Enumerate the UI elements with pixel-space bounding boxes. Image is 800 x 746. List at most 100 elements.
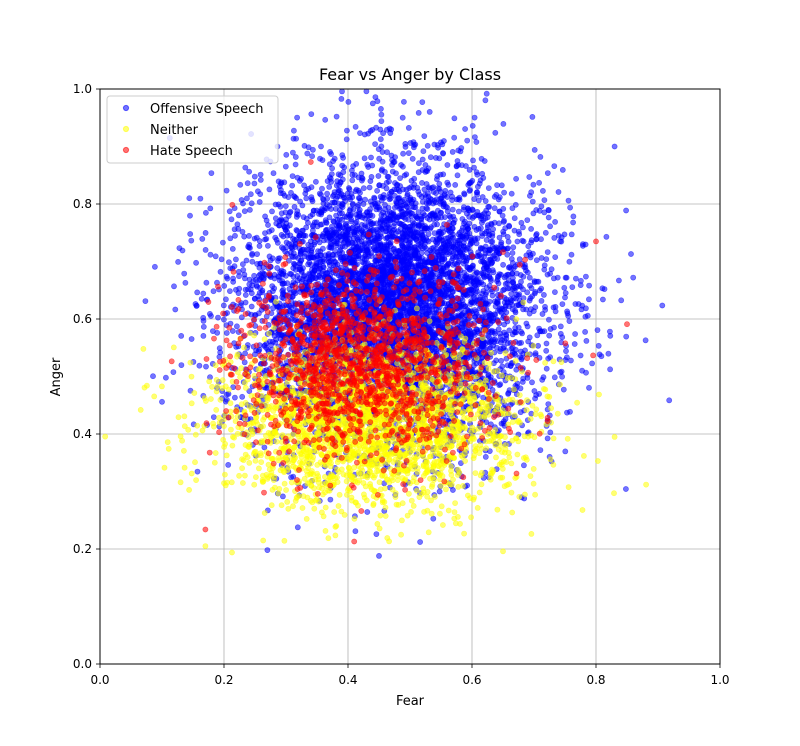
scatter-point — [309, 211, 316, 218]
scatter-point — [326, 183, 333, 190]
scatter-point — [202, 229, 209, 236]
scatter-point — [569, 284, 576, 290]
scatter-point — [251, 180, 258, 187]
scatter-point — [589, 360, 595, 367]
scatter-point — [444, 162, 451, 168]
scatter-point — [520, 224, 526, 231]
scatter-point — [474, 171, 481, 178]
scatter-point — [483, 264, 490, 270]
scatter-point — [528, 237, 535, 244]
scatter-point — [418, 193, 425, 200]
scatter-point — [449, 288, 456, 295]
scatter-point — [623, 333, 630, 340]
scatter-point — [286, 240, 292, 247]
scatter-point — [225, 259, 232, 266]
scatter-point — [229, 328, 236, 334]
scatter-point — [198, 295, 205, 302]
scatter-point — [516, 231, 523, 238]
scatter-point — [248, 290, 255, 297]
scatter-point — [312, 178, 319, 185]
scatter-point — [525, 243, 532, 250]
scatter-point — [188, 237, 195, 244]
scatter-point — [170, 369, 177, 375]
scatter-point — [573, 275, 579, 282]
scatter-point — [349, 177, 356, 184]
scatter-point — [290, 127, 297, 134]
scatter-point — [223, 187, 230, 194]
scatter-point — [566, 318, 573, 324]
scatter-point — [383, 185, 390, 192]
scatter-point — [194, 468, 201, 475]
scatter-point — [570, 213, 577, 220]
scatter-point — [301, 182, 307, 189]
scatter-point — [215, 314, 221, 321]
scatter-point — [193, 259, 199, 266]
scatter-point — [586, 296, 592, 303]
scatter-point — [521, 462, 527, 469]
scatter-point — [500, 121, 507, 127]
scatter-point — [409, 155, 416, 162]
scatter-point — [500, 261, 506, 268]
scatter-point — [356, 195, 363, 202]
scatter-point — [432, 212, 438, 219]
scatter-point — [269, 283, 276, 289]
scatter-point — [411, 175, 418, 182]
scatter-point — [495, 326, 502, 333]
scatter-point — [328, 206, 334, 212]
scatter-point — [399, 114, 406, 121]
scatter-point — [231, 263, 238, 270]
scatter-point — [334, 178, 341, 184]
scatter-point — [623, 207, 629, 214]
scatter-point — [572, 331, 578, 337]
scatter-point — [552, 308, 559, 315]
scatter-point — [480, 174, 487, 181]
scatter-point — [577, 352, 584, 359]
scatter-point — [512, 201, 519, 208]
scatter-point — [516, 256, 523, 263]
scatter-point — [187, 231, 194, 237]
scatter-point — [385, 173, 392, 180]
scatter-point — [239, 261, 246, 268]
scatter-point — [552, 218, 558, 225]
scatter-point — [541, 197, 548, 203]
scatter-point — [482, 97, 489, 104]
scatter-point — [551, 234, 558, 241]
scatter-point — [504, 280, 511, 287]
scatter-point — [543, 347, 550, 354]
scatter-point — [537, 153, 544, 160]
scatter-point — [465, 225, 472, 232]
scatter-point — [616, 277, 622, 284]
scatter-point — [151, 263, 158, 270]
scatter-point — [397, 175, 403, 181]
scatter-point — [236, 273, 242, 280]
scatter-point — [546, 332, 553, 339]
scatter-point — [227, 235, 234, 242]
scatter-point — [210, 288, 217, 295]
scatter-point — [241, 275, 248, 282]
scatter-point — [405, 125, 412, 131]
scatter-point — [242, 164, 249, 171]
scatter-point — [343, 127, 350, 134]
scatter-point — [567, 204, 573, 211]
scatter-point — [162, 374, 169, 381]
scatter-point — [377, 136, 384, 143]
scatter-point — [309, 198, 316, 205]
scatter-point — [539, 311, 546, 317]
scatter-point — [150, 373, 156, 380]
scatter-point — [181, 270, 188, 277]
scatter-point — [425, 231, 432, 237]
scatter-point — [477, 225, 484, 231]
scatter-point — [218, 256, 225, 263]
scatter-point — [526, 274, 533, 281]
scatter-point — [375, 173, 382, 179]
scatter-point — [392, 154, 398, 160]
scatter-point — [586, 282, 592, 289]
scatter-point — [530, 181, 537, 188]
scatter-point — [338, 96, 345, 102]
scatter-point — [471, 235, 478, 242]
scatter-point — [269, 208, 275, 215]
scatter-point — [246, 206, 253, 213]
scatter-point — [469, 122, 476, 129]
scatter-point — [451, 115, 458, 122]
scatter-point — [582, 328, 588, 335]
